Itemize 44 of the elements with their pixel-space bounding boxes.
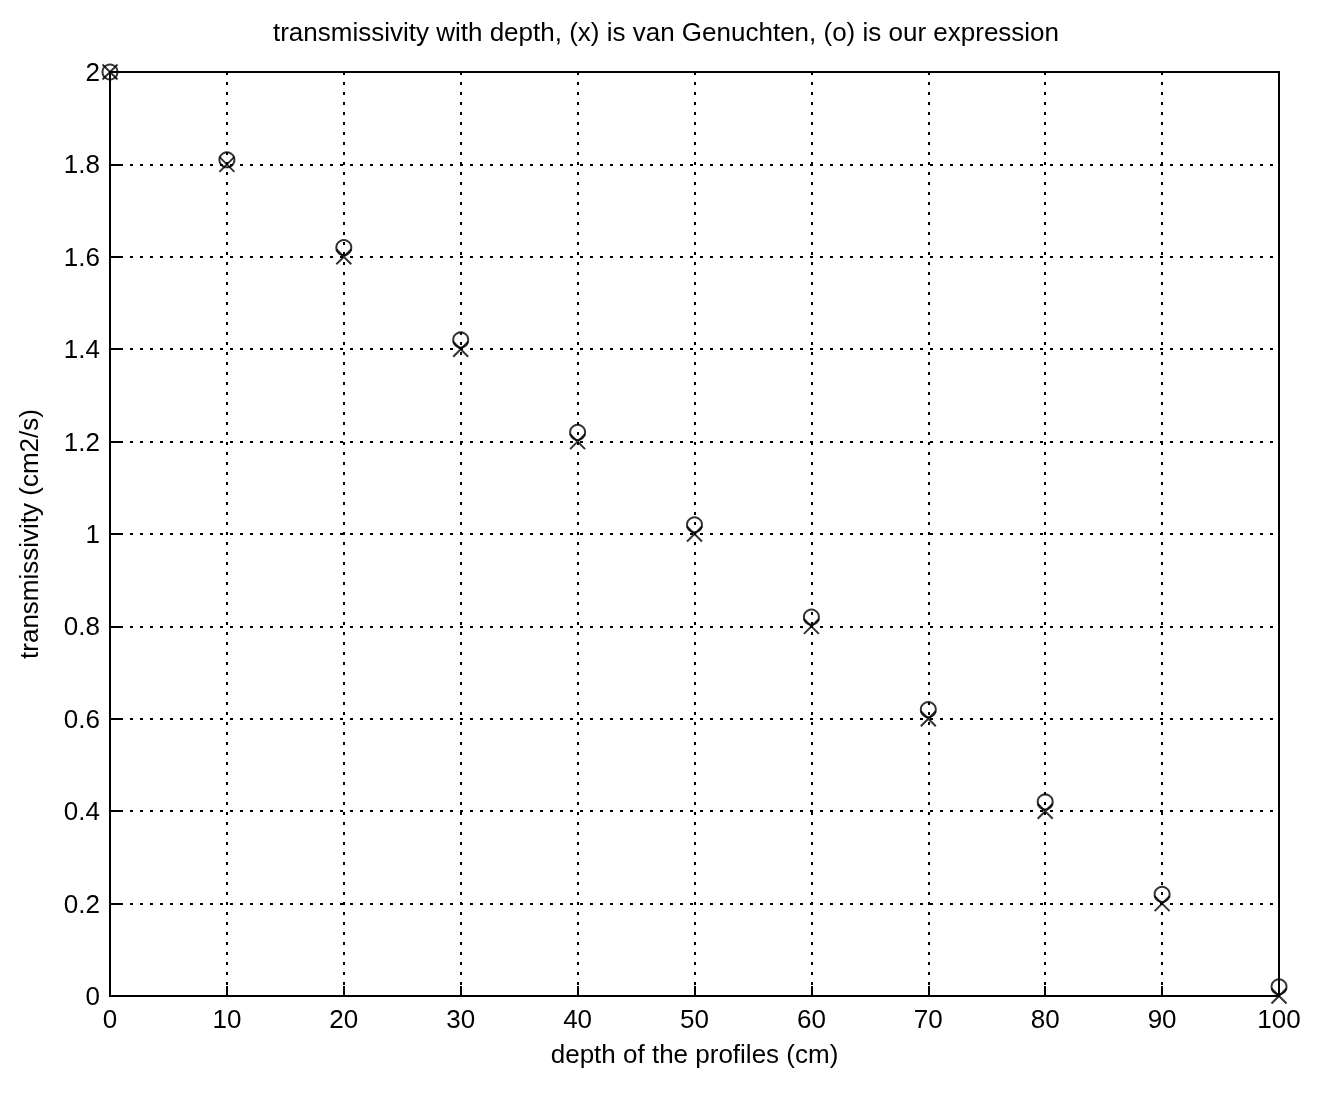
point <box>335 239 353 257</box>
y-tick-label: 1.4 <box>63 334 100 365</box>
y-tick-label: 1.6 <box>63 241 100 272</box>
point <box>569 423 587 441</box>
point <box>218 151 236 169</box>
y-tick-label: 1.8 <box>63 149 100 180</box>
point <box>1153 885 1171 903</box>
y-tick-label: 0 <box>85 981 100 1011</box>
point <box>569 433 587 451</box>
point <box>452 331 470 349</box>
chart-title: transmissivity with depth, (x) is van Genuchten, (o) is our expression <box>272 17 1060 47</box>
point <box>686 516 703 534</box>
y-tick-label: 0.4 <box>63 796 100 827</box>
point <box>1153 895 1171 913</box>
x-tick-label: 20 <box>329 1004 359 1034</box>
point <box>218 155 236 173</box>
y-tick-label: 1.2 <box>63 426 100 457</box>
x-axis-title: depth of the profiles (cm) <box>550 1039 839 1069</box>
x-tick-label: 80 <box>1030 1004 1060 1034</box>
point <box>1036 802 1054 820</box>
point <box>919 701 937 719</box>
point <box>802 617 820 635</box>
x-tick-label: 40 <box>563 1004 593 1034</box>
x-tick-label: 90 <box>1147 1004 1177 1034</box>
point <box>802 608 820 626</box>
x-tick-label: 100 <box>1257 1004 1301 1034</box>
x-tick-label: 70 <box>913 1004 943 1034</box>
y-tick-label: 2 <box>85 57 100 87</box>
point <box>335 248 353 266</box>
point <box>1036 793 1054 811</box>
x-tick-label: 50 <box>680 1004 709 1034</box>
point <box>919 710 937 728</box>
x-tick-label: 30 <box>446 1004 476 1034</box>
x-tick-label: 60 <box>796 1004 826 1034</box>
point <box>1270 987 1288 1005</box>
y-axis-title: transmissivity (cm2/s) <box>14 409 44 659</box>
y-tick-label: 1 <box>85 519 100 549</box>
y-tick-label: 0.6 <box>63 703 100 734</box>
point <box>1270 978 1288 996</box>
point <box>452 340 470 358</box>
y-tick-label: 0.2 <box>63 888 100 919</box>
point <box>686 525 703 543</box>
x-tick-label: 10 <box>212 1004 242 1034</box>
y-tick-label: 0.8 <box>63 611 100 642</box>
